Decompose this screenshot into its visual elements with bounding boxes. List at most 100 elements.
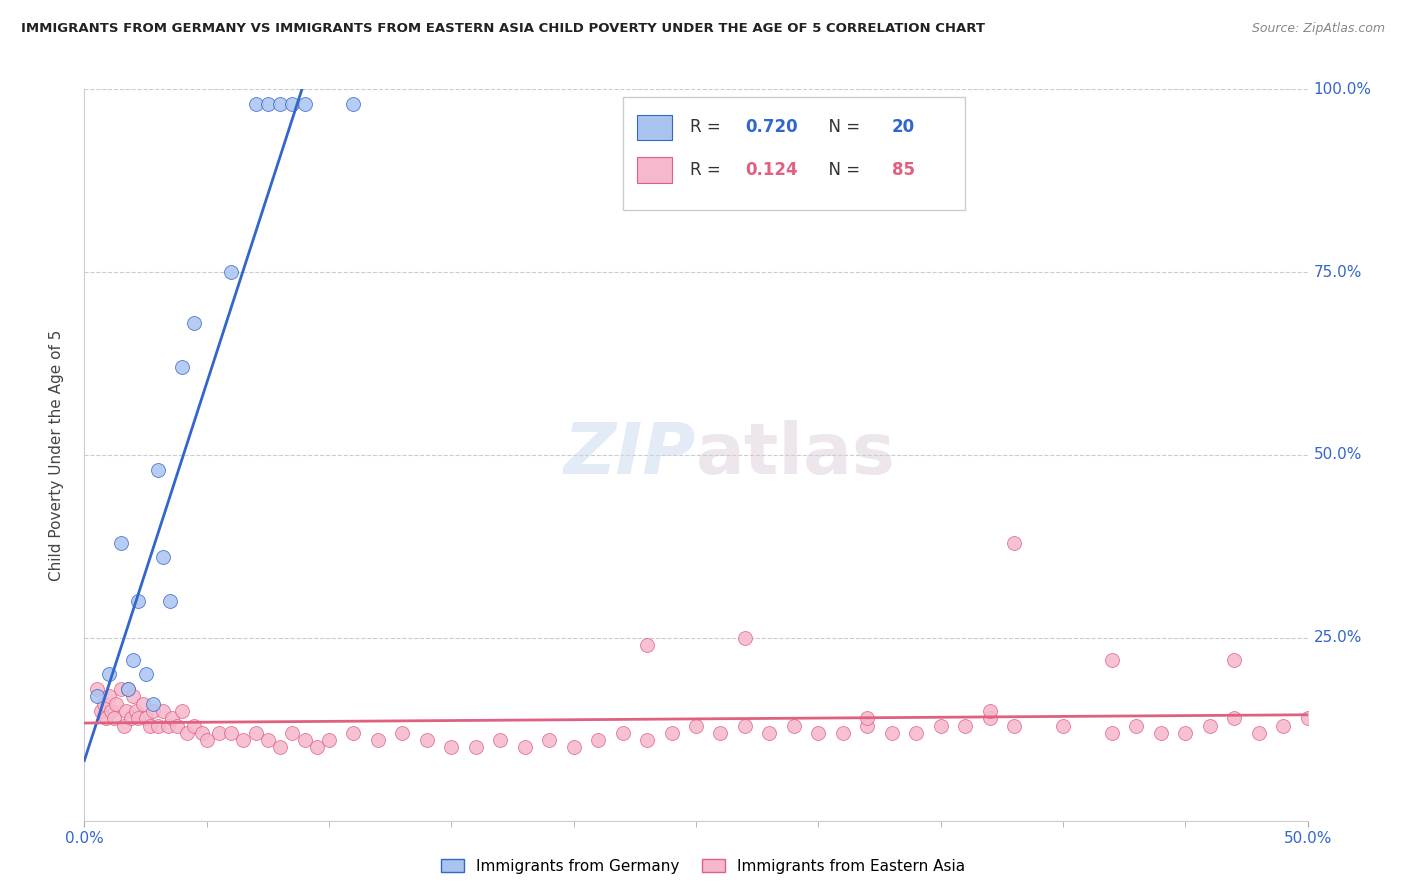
Point: [122, 653, 145, 667]
Point: [807, 726, 830, 740]
FancyBboxPatch shape: [637, 115, 672, 140]
Point: [120, 711, 142, 725]
Point: [929, 718, 952, 732]
Text: 100.0%: 100.0%: [1313, 82, 1372, 96]
Point: [115, 704, 138, 718]
Point: [1101, 726, 1123, 740]
Point: [391, 726, 413, 740]
Point: [166, 718, 188, 732]
Text: N =: N =: [818, 119, 866, 136]
Point: [97, 667, 120, 681]
Point: [97, 690, 120, 704]
Point: [318, 733, 340, 747]
Point: [162, 711, 184, 725]
Point: [132, 697, 155, 711]
Point: [195, 733, 218, 747]
Text: IMMIGRANTS FROM GERMANY VS IMMIGRANTS FROM EASTERN ASIA CHILD POVERTY UNDER THE : IMMIGRANTS FROM GERMANY VS IMMIGRANTS FR…: [21, 22, 986, 36]
Point: [139, 718, 162, 732]
Text: 0.124: 0.124: [745, 161, 797, 178]
Legend: Immigrants from Germany, Immigrants from Eastern Asia: Immigrants from Germany, Immigrants from…: [434, 853, 972, 880]
Point: [294, 733, 316, 747]
Point: [856, 718, 879, 732]
Point: [416, 733, 439, 747]
Text: 85: 85: [891, 161, 915, 178]
Point: [636, 733, 658, 747]
Point: [146, 718, 169, 732]
Point: [219, 726, 242, 740]
Text: ZIP: ZIP: [564, 420, 696, 490]
Point: [1223, 653, 1246, 667]
Point: [880, 726, 903, 740]
Text: 0.720: 0.720: [745, 119, 797, 136]
Text: N =: N =: [818, 161, 866, 178]
Point: [86, 690, 108, 704]
Point: [1101, 653, 1123, 667]
Point: [125, 704, 148, 718]
Point: [281, 726, 304, 740]
Point: [86, 681, 108, 696]
Point: [709, 726, 731, 740]
Point: [103, 711, 125, 725]
Point: [146, 462, 169, 476]
Point: [122, 690, 145, 704]
Point: [1247, 726, 1270, 740]
Point: [636, 638, 658, 652]
Point: [156, 718, 179, 732]
Text: atlas: atlas: [696, 420, 896, 490]
Point: [562, 740, 585, 755]
Point: [1272, 718, 1295, 732]
Point: [219, 265, 242, 279]
Point: [953, 718, 976, 732]
Point: [1125, 718, 1147, 732]
Text: R =: R =: [690, 119, 725, 136]
Point: [342, 96, 364, 111]
Point: [183, 718, 205, 732]
Point: [159, 594, 181, 608]
Point: [489, 733, 512, 747]
Point: [294, 96, 316, 111]
Point: [127, 711, 149, 725]
Point: [257, 733, 280, 747]
Point: [100, 704, 122, 718]
Point: [685, 718, 707, 732]
Point: [135, 667, 157, 681]
Point: [105, 697, 128, 711]
Point: [172, 704, 194, 718]
Point: [513, 740, 536, 755]
Point: [232, 733, 254, 747]
Text: R =: R =: [690, 161, 725, 178]
Point: [758, 726, 780, 740]
Point: [135, 711, 157, 725]
Point: [612, 726, 634, 740]
Point: [1174, 726, 1197, 740]
Point: [305, 740, 328, 755]
Point: [905, 726, 928, 740]
Text: 20: 20: [891, 119, 915, 136]
Point: [191, 726, 214, 740]
Point: [538, 733, 561, 747]
FancyBboxPatch shape: [637, 157, 672, 183]
Point: [979, 711, 1001, 725]
Point: [90, 704, 112, 718]
Point: [112, 718, 135, 732]
Point: [110, 681, 132, 696]
Point: [979, 704, 1001, 718]
Text: Source: ZipAtlas.com: Source: ZipAtlas.com: [1251, 22, 1385, 36]
Point: [183, 316, 205, 330]
Point: [1052, 718, 1074, 732]
Point: [586, 733, 609, 747]
Point: [269, 740, 291, 755]
Point: [1002, 535, 1025, 549]
Point: [208, 726, 231, 740]
Point: [856, 711, 879, 725]
Text: 50.0%: 50.0%: [1313, 448, 1362, 462]
Point: [281, 96, 304, 111]
Text: 75.0%: 75.0%: [1313, 265, 1362, 279]
Point: [342, 726, 364, 740]
Point: [257, 96, 280, 111]
Text: 25.0%: 25.0%: [1313, 631, 1362, 645]
Point: [734, 631, 756, 645]
Point: [831, 726, 853, 740]
Point: [110, 535, 132, 549]
Point: [269, 96, 291, 111]
